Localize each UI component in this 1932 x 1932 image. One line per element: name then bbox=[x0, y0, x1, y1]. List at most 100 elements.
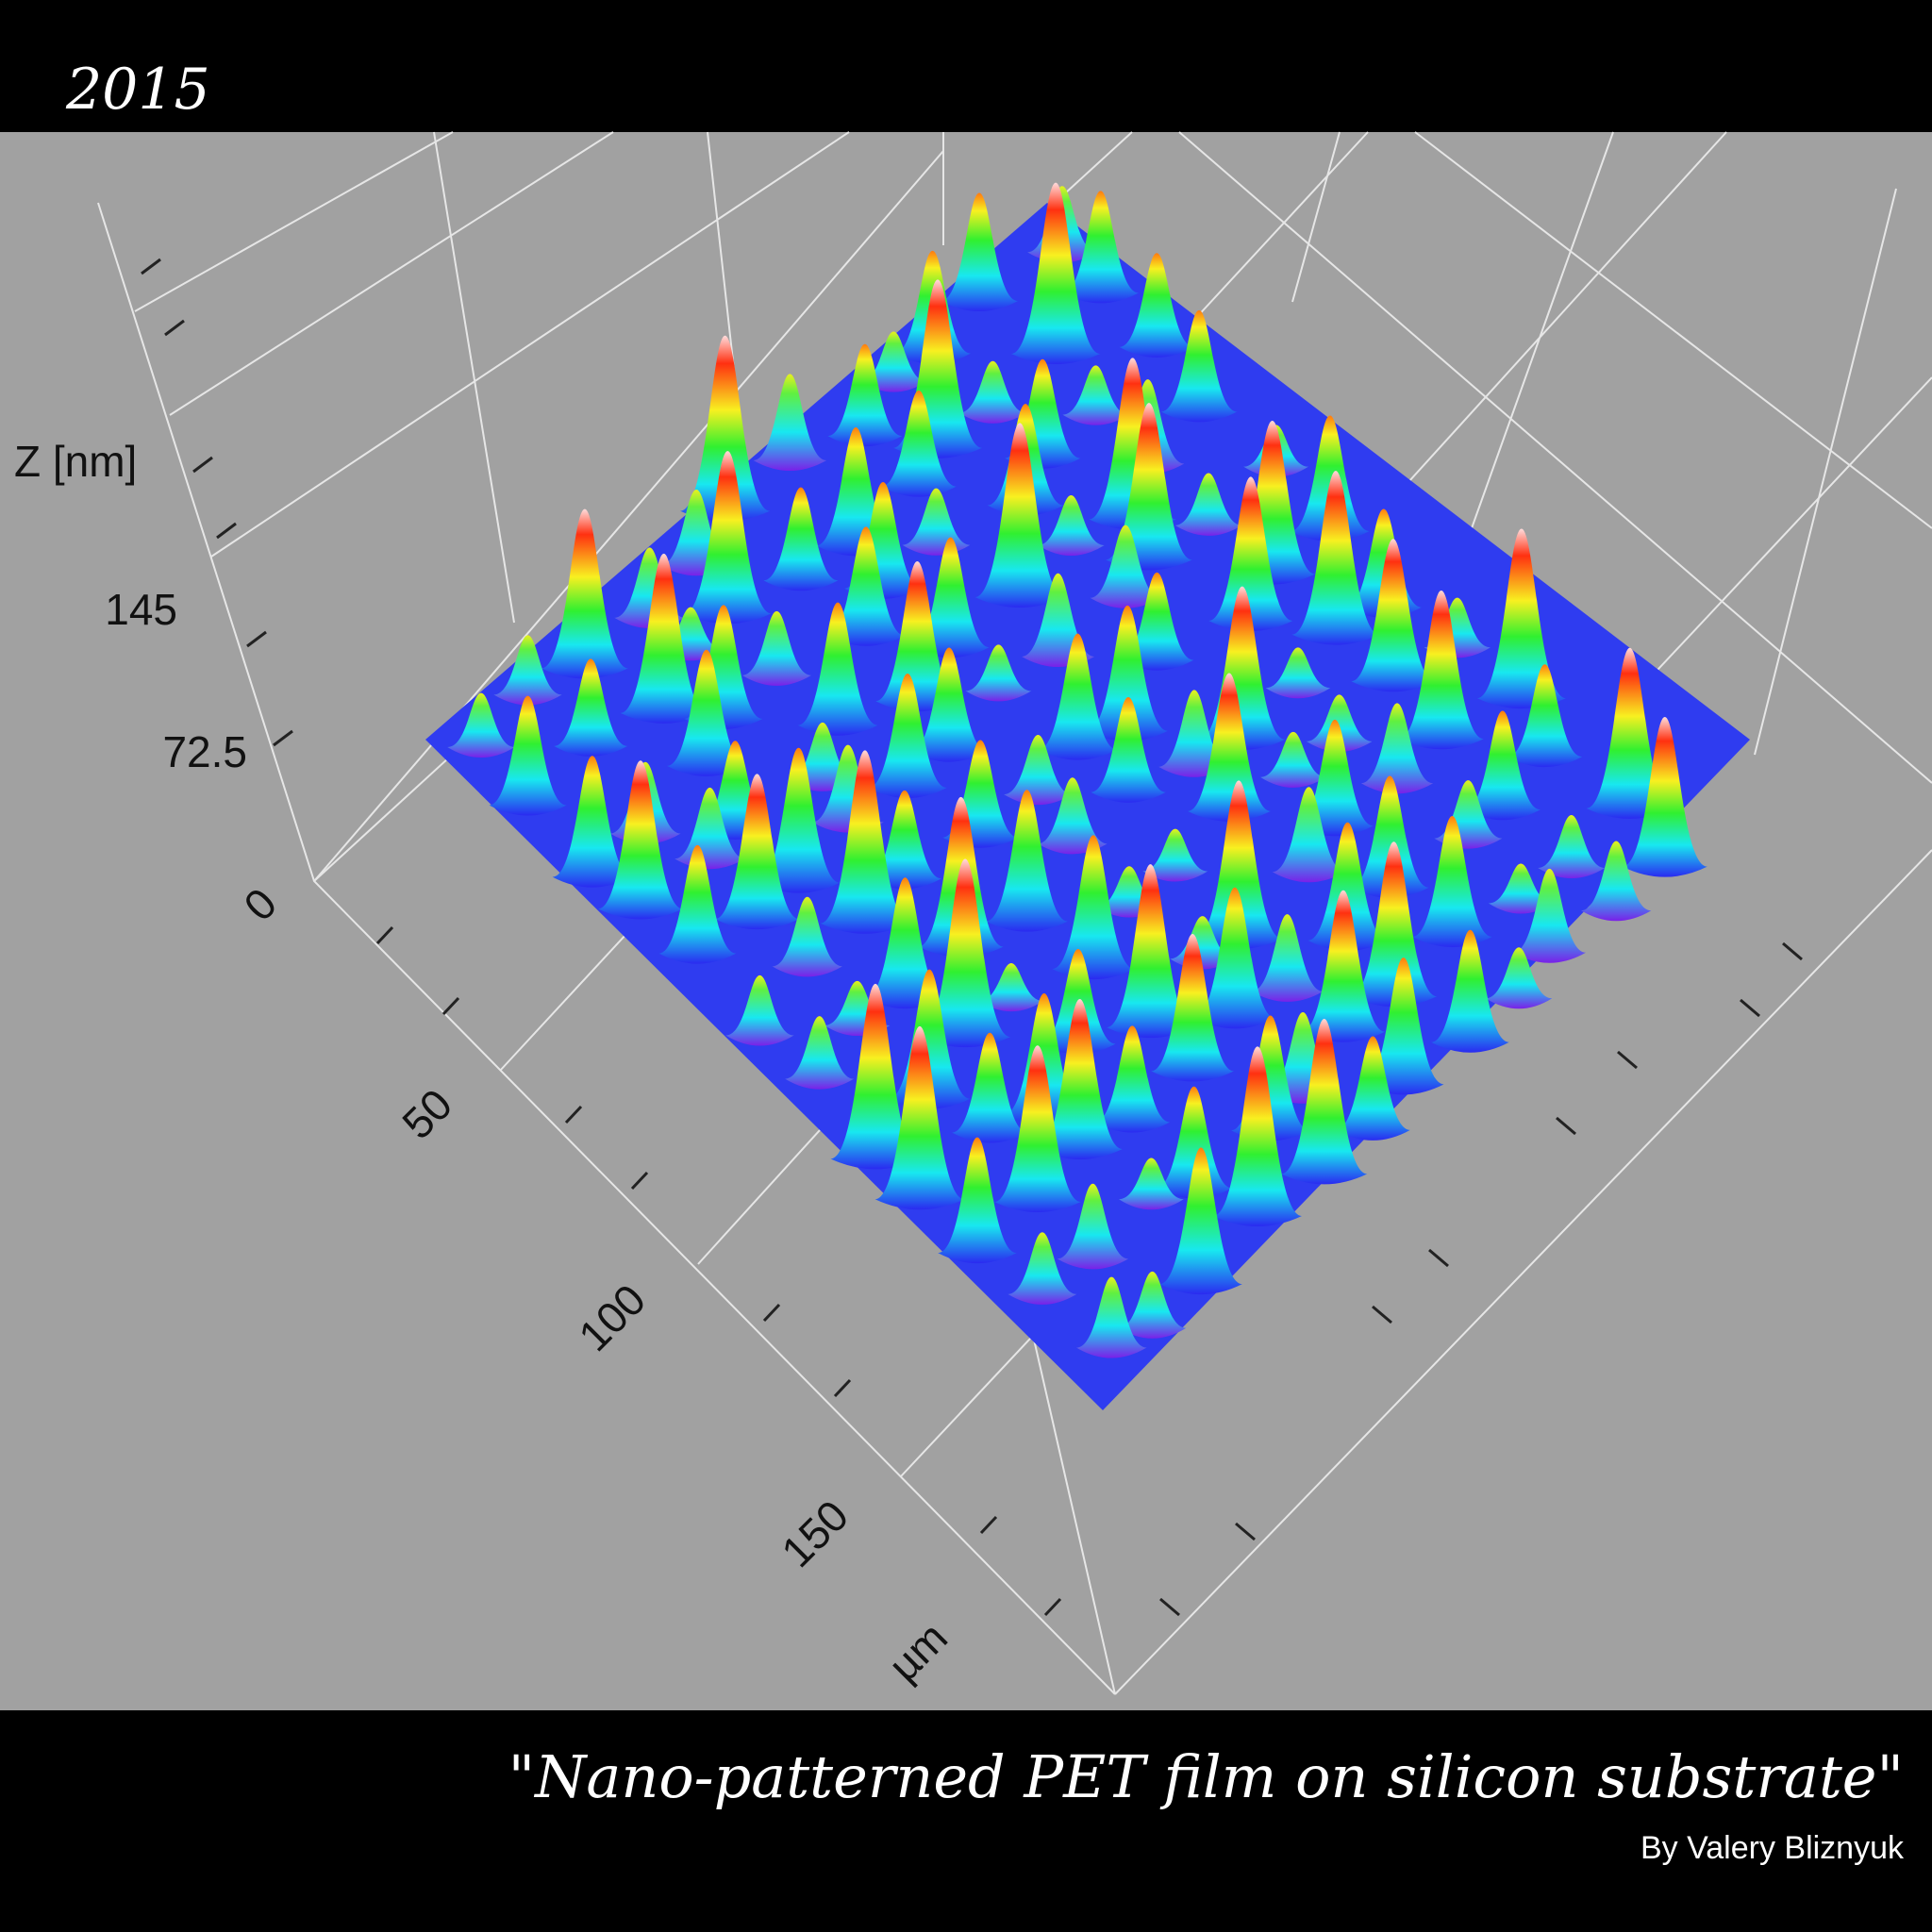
top-bar bbox=[0, 0, 1932, 132]
surface-peak bbox=[1335, 1036, 1410, 1141]
surface-peak bbox=[1119, 253, 1194, 358]
surface-peak bbox=[552, 756, 633, 888]
tick-marks bbox=[141, 258, 1803, 1617]
surface-peak bbox=[1291, 471, 1380, 645]
surface-peak bbox=[1360, 703, 1434, 794]
z-tick-label: 145 bbox=[105, 585, 177, 634]
surface-peak bbox=[725, 974, 794, 1046]
surface-peak bbox=[1142, 828, 1208, 882]
surface-peak bbox=[1008, 1232, 1077, 1305]
surface-peak bbox=[902, 488, 971, 556]
surface-peak bbox=[785, 1016, 855, 1090]
surface-peak bbox=[714, 774, 800, 930]
surface-peak bbox=[1272, 787, 1346, 883]
surface-peak bbox=[1188, 673, 1271, 822]
surface-peak bbox=[620, 553, 708, 724]
surface-peak bbox=[772, 896, 842, 977]
surface-peak bbox=[1057, 1183, 1129, 1270]
surface-peak bbox=[1622, 717, 1707, 877]
surface-peak bbox=[1281, 1018, 1368, 1185]
surface-peak bbox=[1118, 1271, 1187, 1339]
surface-peak bbox=[875, 560, 959, 712]
surface-peak bbox=[1476, 528, 1566, 709]
surface-peak bbox=[986, 790, 1068, 932]
surface-peak bbox=[1538, 814, 1606, 879]
surface-peak bbox=[1151, 934, 1234, 1082]
surface-peak bbox=[1107, 864, 1194, 1039]
surface-peak bbox=[1251, 914, 1324, 1002]
surface-peak bbox=[1507, 664, 1582, 768]
surface-peak bbox=[1087, 605, 1168, 741]
surface-peak bbox=[952, 1032, 1028, 1143]
surface-peak bbox=[1412, 816, 1492, 948]
surface-peak bbox=[679, 335, 771, 522]
surface-peak bbox=[1052, 835, 1135, 980]
surface-peak bbox=[941, 192, 1019, 312]
surface-peak bbox=[1119, 1158, 1184, 1210]
surface-peak bbox=[1038, 777, 1108, 855]
surface-peak bbox=[1159, 1147, 1242, 1295]
surface-peak bbox=[1464, 710, 1541, 821]
surface-peak bbox=[1094, 1025, 1171, 1133]
surface-peak bbox=[1306, 694, 1373, 752]
surface-peak bbox=[974, 423, 1065, 608]
surface-peak bbox=[489, 695, 567, 816]
surface-peak bbox=[938, 1137, 1017, 1264]
surface-peak bbox=[757, 747, 841, 893]
surface-peak bbox=[684, 451, 772, 625]
surface-peak bbox=[1265, 647, 1331, 699]
surface-peak bbox=[1431, 929, 1509, 1053]
surface-peak bbox=[763, 487, 839, 591]
surface-peak bbox=[827, 343, 903, 447]
surface-peak bbox=[826, 526, 905, 646]
surface-peak bbox=[447, 692, 515, 758]
bottom-bar bbox=[0, 1710, 1932, 1932]
surface-peak bbox=[598, 760, 683, 920]
surface-peak bbox=[493, 635, 562, 706]
surface-peak bbox=[1037, 998, 1123, 1159]
surface-peak bbox=[1090, 525, 1161, 608]
surface-peak bbox=[1208, 476, 1293, 632]
surface-peak bbox=[874, 1025, 965, 1210]
surface-peak bbox=[1398, 591, 1484, 750]
surface-peak bbox=[1512, 868, 1587, 963]
surface-peak bbox=[1195, 780, 1283, 950]
z-tick-label: 72.5 bbox=[162, 727, 247, 776]
surface-peak bbox=[741, 610, 811, 686]
surface-peak bbox=[1193, 887, 1276, 1029]
surface-peak bbox=[994, 1045, 1081, 1213]
surface-peak bbox=[1260, 731, 1326, 788]
surface-peak bbox=[797, 602, 878, 736]
surface-peak bbox=[1301, 890, 1386, 1042]
surface-peak bbox=[675, 787, 745, 870]
surface-peak bbox=[1488, 863, 1554, 914]
surface-peak bbox=[1075, 1276, 1147, 1358]
surface-peak bbox=[667, 649, 746, 776]
surface-peak bbox=[1350, 841, 1438, 1008]
surface-peak bbox=[860, 331, 927, 392]
surface-peak bbox=[1038, 495, 1105, 556]
surface-peak bbox=[1291, 415, 1370, 541]
surface-peak bbox=[820, 750, 910, 934]
surface-peak bbox=[1485, 947, 1553, 1009]
surface-peaks bbox=[447, 182, 1707, 1358]
surface-peak bbox=[1091, 696, 1166, 803]
surface-peak bbox=[830, 983, 921, 1170]
surface-peak bbox=[1307, 822, 1388, 951]
surface-peak bbox=[868, 674, 947, 799]
surface-peak bbox=[1038, 633, 1118, 760]
surface-peak bbox=[1062, 365, 1129, 425]
surface-peak bbox=[541, 508, 628, 679]
surface-peak bbox=[554, 658, 628, 757]
surface-peak bbox=[910, 647, 988, 762]
surface-peak bbox=[1010, 182, 1101, 365]
surface-peak bbox=[1156, 1086, 1232, 1199]
surface-peak bbox=[1351, 539, 1436, 692]
caption-title: "Nano-patterned PET film on silicon subs… bbox=[508, 1742, 1904, 1811]
surface-peak bbox=[1581, 841, 1652, 922]
surface-peak bbox=[965, 644, 1032, 702]
surface-peak bbox=[881, 390, 957, 497]
year: 2015 bbox=[65, 57, 210, 123]
